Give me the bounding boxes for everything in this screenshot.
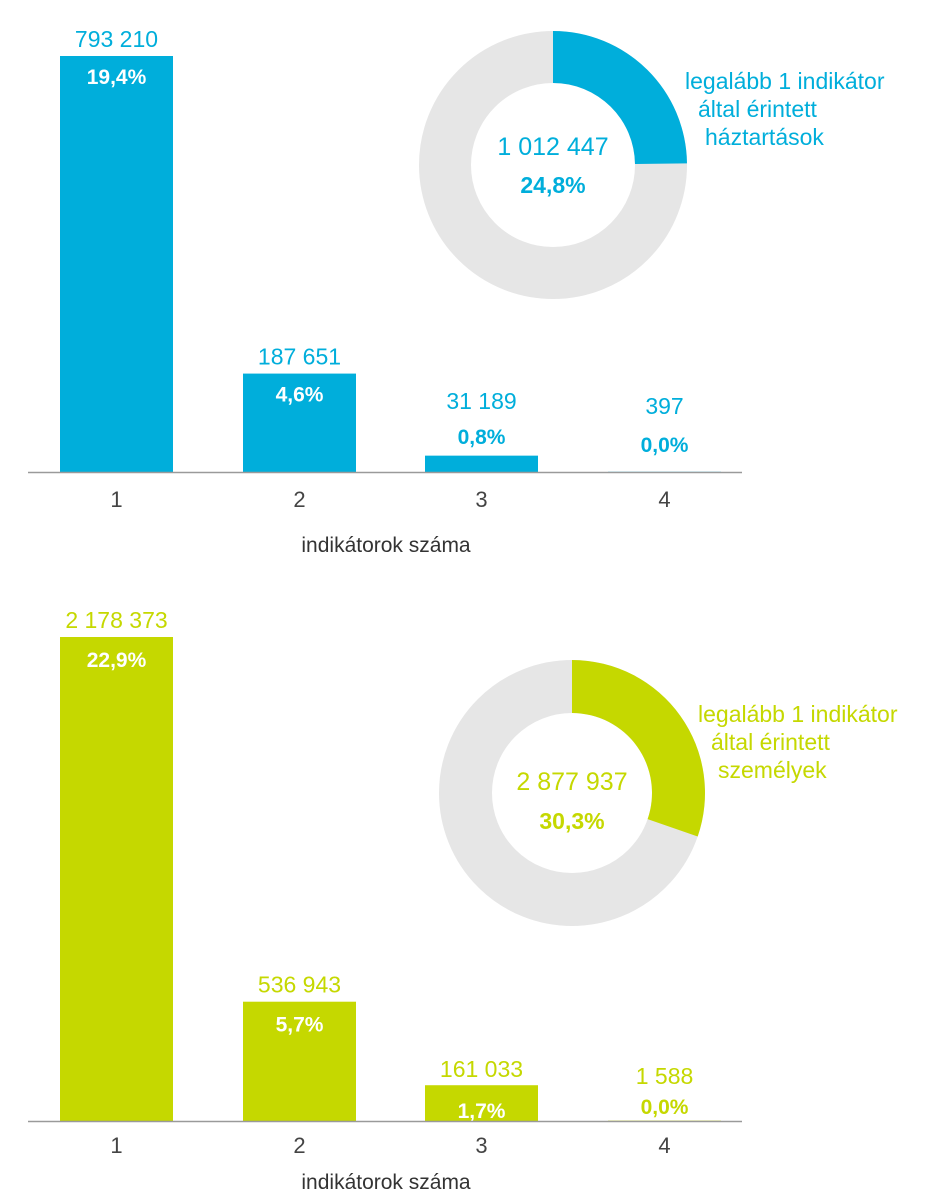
households-x-tick-label: 3 bbox=[475, 487, 487, 512]
persons-bar-3 bbox=[425, 1085, 538, 1121]
households-x-ticks: 1 2 3 4 bbox=[110, 487, 670, 512]
persons-bar-value-label: 1 588 bbox=[636, 1063, 694, 1089]
households-bar-2 bbox=[243, 373, 356, 472]
persons-bar-labels: 2 178 373 22,9% 536 943 5,7% 161 033 1,7% 1 58… bbox=[65, 607, 693, 1123]
households-bars bbox=[60, 56, 721, 472]
households-donut-legend-line: által érintett bbox=[698, 96, 818, 122]
persons-chart-panel: 2 178 373 22,9% 536 943 5,7% 161 033 1,7% 1 58… bbox=[0, 580, 938, 1199]
households-bar-percent-label: 19,4% bbox=[87, 66, 147, 89]
households-donut-segment bbox=[553, 31, 687, 164]
households-donut-value: 1 012 447 bbox=[497, 133, 608, 161]
persons-x-tick-label: 1 bbox=[110, 1133, 122, 1158]
households-x-tick-label: 4 bbox=[658, 487, 670, 512]
persons-x-tick-label: 4 bbox=[658, 1133, 670, 1158]
persons-bar-chart: 2 178 373 22,9% 536 943 5,7% 161 033 1,7% 1 58… bbox=[28, 607, 898, 1194]
persons-bar-percent-label: 22,9% bbox=[87, 649, 147, 672]
persons-donut-value: 2 877 937 bbox=[516, 768, 627, 796]
households-bar-1 bbox=[60, 56, 173, 472]
persons-donut-legend-line: által érintett bbox=[711, 729, 831, 755]
persons-donut-segment bbox=[572, 660, 705, 837]
households-donut-percent: 24,8% bbox=[520, 172, 585, 198]
persons-bar-value-label: 2 178 373 bbox=[65, 607, 167, 633]
households-bar-value-label: 187 651 bbox=[258, 344, 341, 370]
households-x-tick-label: 2 bbox=[293, 487, 305, 512]
households-bar-value-label: 397 bbox=[645, 393, 683, 419]
households-donut bbox=[419, 31, 687, 299]
households-bar-percent-label: 4,6% bbox=[276, 384, 324, 407]
households-bar-value-label: 31 189 bbox=[446, 388, 516, 414]
households-bar-3 bbox=[425, 455, 538, 472]
persons-donut-legend-line: személyek bbox=[718, 757, 827, 783]
households-bar-labels: 793 210 19,4% 187 651 4,6% 31 189 0,8% 397 0,0% bbox=[75, 26, 689, 457]
persons-x-axis-label: indikátorok száma bbox=[301, 1171, 471, 1194]
households-donut-legend-line: háztartások bbox=[705, 124, 824, 150]
households-x-axis-label: indikátorok száma bbox=[301, 534, 471, 557]
persons-bar-percent-label: 1,7% bbox=[458, 1100, 506, 1123]
households-bar-value-label: 793 210 bbox=[75, 26, 158, 52]
persons-bar-percent-label: 0,0% bbox=[641, 1096, 689, 1119]
households-chart-panel: 793 210 19,4% 187 651 4,6% 31 189 0,8% 397 0,0%… bbox=[0, 0, 938, 580]
households-bar-chart: 793 210 19,4% 187 651 4,6% 31 189 0,8% 397 0,0%… bbox=[28, 26, 885, 557]
households-bar-percent-label: 0,0% bbox=[641, 434, 689, 457]
persons-donut-percent: 30,3% bbox=[539, 808, 604, 834]
households-donut-legend-line: legalább 1 indikátor bbox=[685, 68, 885, 94]
persons-bars bbox=[60, 637, 721, 1121]
persons-x-tick-label: 2 bbox=[293, 1133, 305, 1158]
persons-bar-value-label: 161 033 bbox=[440, 1056, 523, 1082]
households-bar-percent-label: 0,8% bbox=[458, 426, 506, 449]
households-x-tick-label: 1 bbox=[110, 487, 122, 512]
persons-bar-1 bbox=[60, 637, 173, 1121]
persons-bar-2 bbox=[243, 1001, 356, 1121]
persons-donut-legend-line: legalább 1 indikátor bbox=[698, 701, 898, 727]
persons-x-ticks: 1 2 3 4 bbox=[110, 1133, 670, 1158]
persons-donut bbox=[439, 660, 705, 926]
persons-bar-value-label: 536 943 bbox=[258, 972, 341, 998]
persons-x-tick-label: 3 bbox=[475, 1133, 487, 1158]
persons-bar-percent-label: 5,7% bbox=[276, 1014, 324, 1037]
